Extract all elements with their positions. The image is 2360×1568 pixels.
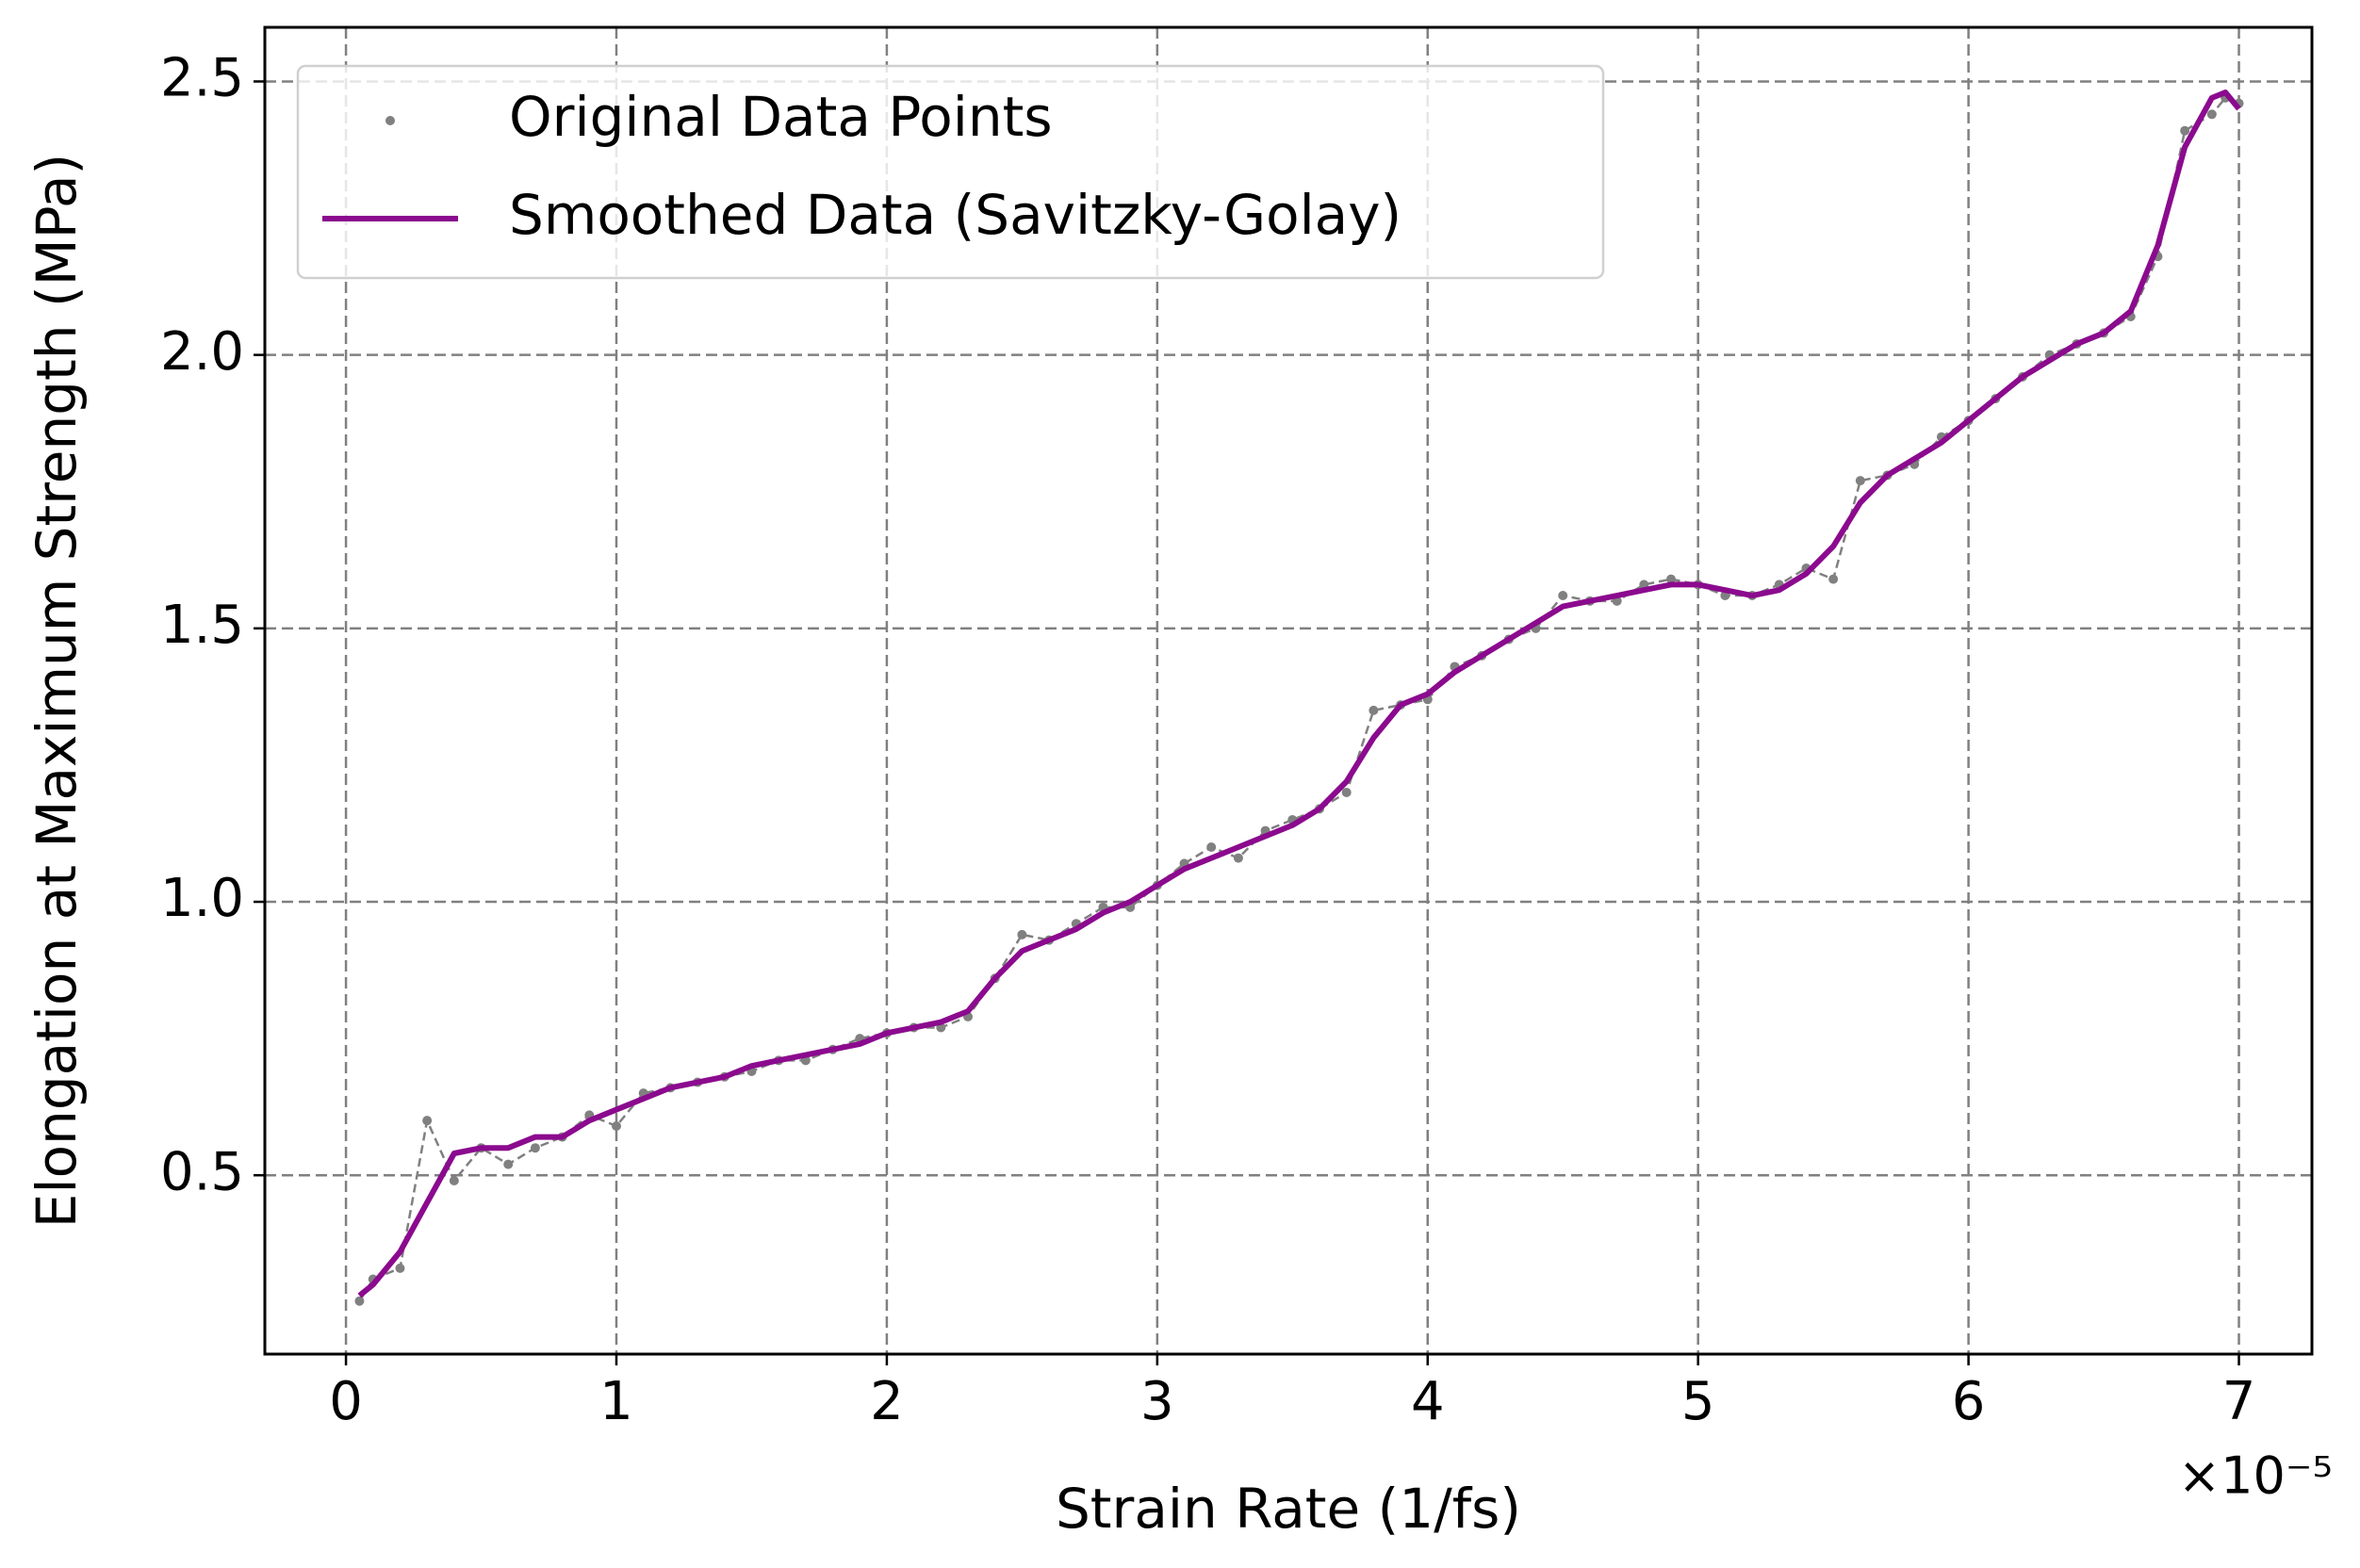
x-axis-label: Strain Rate (1/fs) [1056,1477,1521,1541]
data-point [1233,853,1243,863]
x-tick-label: 5 [1681,1371,1715,1432]
data-point [1368,705,1379,715]
legend: Original Data Points Smoothed Data (Savit… [296,64,1605,280]
x-tick-label: 0 [329,1371,363,1432]
data-point [1558,591,1568,601]
data-point [611,1120,621,1131]
data-point [1017,929,1027,939]
y-tick-label: 1.0 [160,868,244,929]
data-point [449,1176,459,1186]
legend-box [296,64,1605,280]
x-tick-label: 1 [599,1371,633,1432]
y-tick-label: 0.5 [160,1141,244,1202]
data-point [503,1159,514,1169]
x-tick-label: 6 [1952,1371,1986,1432]
data-point [2180,125,2190,136]
legend-label: Smoothed Data (Savitzky-Golay) [509,183,1401,247]
data-point [1341,787,1352,797]
data-point [1828,574,1839,584]
data-point [1665,574,1676,584]
x-tick-label: 7 [2222,1371,2256,1432]
data-point [1855,476,1865,486]
x-tick-label: 4 [1411,1371,1445,1432]
y-tick-label: 1.5 [160,595,244,656]
plot-frame [263,25,2314,1356]
y-tick-label: 2.0 [160,321,244,383]
legend-label: Original Data Points [509,85,1053,149]
data-point [395,1263,405,1273]
data-point [354,1296,365,1306]
data-point [422,1116,433,1126]
series-line [357,90,2241,1298]
legend-marker [385,116,395,125]
x-tick-label: 2 [870,1371,904,1432]
y-axis-label: Elongation at Maximum Strength (MPa) [25,154,89,1228]
data-point [1206,841,1217,852]
data-point [530,1143,540,1153]
y-tick-label: 2.5 [160,48,244,109]
data-point [2206,109,2217,120]
x-offset-label: ×10⁻⁵ [2178,1446,2333,1506]
x-tick-label: 3 [1140,1371,1174,1432]
